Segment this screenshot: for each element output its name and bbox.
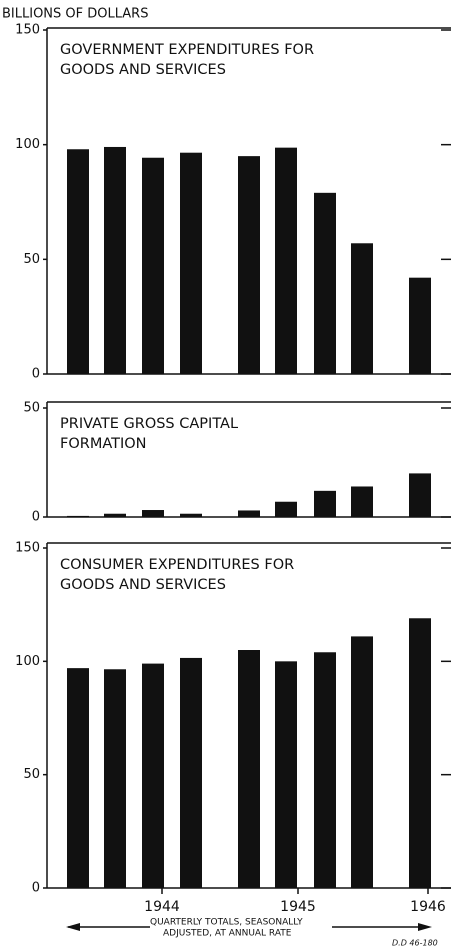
arrow-head [418, 923, 432, 931]
bar [238, 156, 260, 374]
y-tick-label: 150 [15, 541, 40, 556]
bar [314, 490, 336, 517]
bar [67, 515, 89, 517]
bar [314, 192, 336, 374]
x-note: ADJUSTED, AT ANNUAL RATE [163, 929, 292, 939]
bar [238, 650, 260, 888]
y-tick-label: 0 [32, 367, 40, 382]
bar [142, 157, 164, 374]
panel-title: GOODS AND SERVICES [60, 577, 226, 593]
bar [67, 668, 89, 888]
bar [314, 652, 336, 888]
code: D.D 46-180 [392, 939, 438, 948]
bar [180, 152, 202, 374]
y-tick-label: 0 [32, 510, 40, 525]
bar [275, 661, 297, 888]
y-tick-label: 150 [15, 23, 40, 38]
panel-title: PRIVATE GROSS CAPITAL [60, 416, 238, 432]
bar [180, 513, 202, 517]
y-tick-label: 100 [15, 654, 40, 669]
bar [351, 636, 373, 888]
bar [104, 146, 126, 374]
bar [142, 663, 164, 888]
x-tick-label: 1945 [280, 899, 316, 915]
bar [238, 510, 260, 517]
y-axis-label: BILLIONS OF DOLLARS [2, 7, 148, 22]
y-tick-label: 100 [15, 137, 40, 152]
bar [351, 486, 373, 517]
bar [409, 473, 431, 517]
panel-title: CONSUMER EXPENDITURES FOR [60, 557, 294, 573]
x-tick-label: 1946 [410, 899, 446, 915]
panel-title: FORMATION [60, 436, 147, 452]
bar [351, 243, 373, 374]
y-tick-label: 0 [32, 881, 40, 896]
arrow-head [66, 923, 80, 931]
bar [104, 513, 126, 517]
x-note: QUARTERLY TOTALS, SEASONALLY [150, 918, 303, 928]
bar [142, 510, 164, 517]
bar [409, 277, 431, 374]
bar [180, 657, 202, 888]
bar [104, 669, 126, 888]
panel-title: GOODS AND SERVICES [60, 62, 226, 78]
bar [275, 501, 297, 517]
y-tick-label: 50 [23, 401, 40, 416]
panel-title: GOVERNMENT EXPENDITURES FOR [60, 42, 314, 58]
bar [275, 147, 297, 374]
bar [409, 618, 431, 888]
x-tick-label: 1944 [144, 899, 180, 915]
y-tick-label: 50 [23, 252, 40, 267]
y-tick-label: 50 [23, 767, 40, 782]
bar [67, 149, 89, 374]
